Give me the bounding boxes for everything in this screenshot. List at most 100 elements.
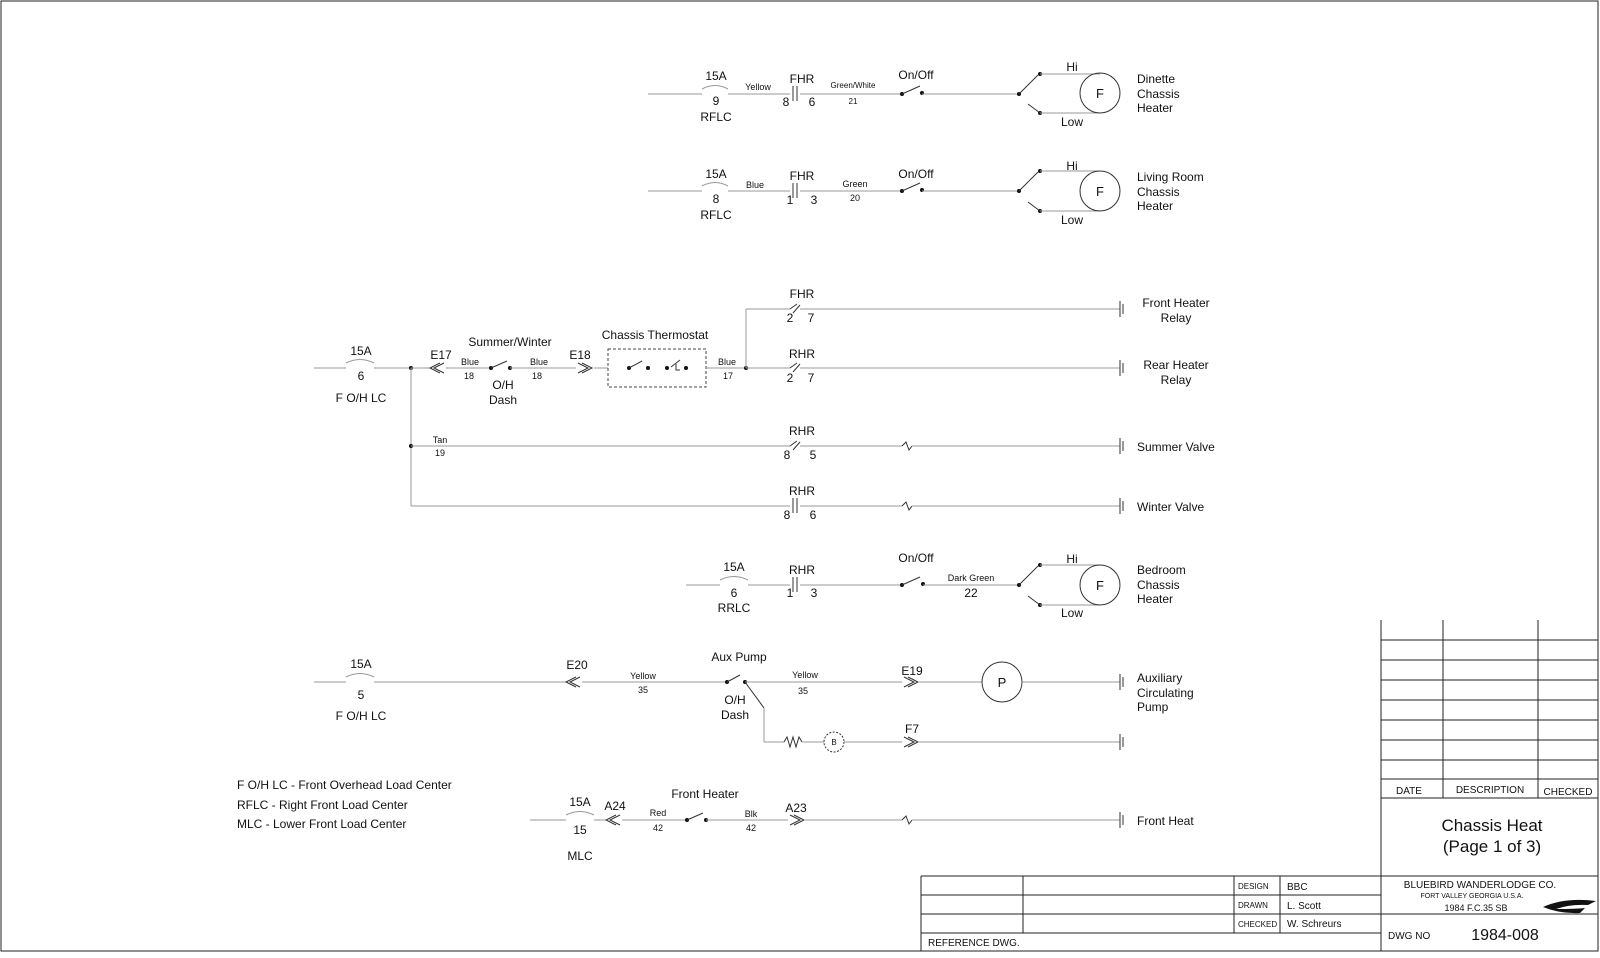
front-heater-switch-title: Front Heater: [671, 787, 738, 801]
winter-relay-name: RHR: [789, 484, 815, 498]
bedroom-load-line2: Chassis: [1137, 578, 1180, 592]
living-room-circuit: 15A 8 RFLC Blue FHR 1 3 Green 20 On/Off …: [648, 159, 1204, 227]
thermo-breaker-number: 6: [358, 369, 365, 383]
living-wire2-number: 20: [850, 193, 860, 203]
aux-pump-motor: P: [998, 675, 1007, 690]
aux-wire-a-color: Yellow: [630, 671, 656, 681]
aux-switch-loc2: Dash: [721, 708, 749, 722]
aux-wire-a-number: 35: [638, 685, 648, 695]
front-breaker-rating: 15A: [569, 795, 590, 809]
drawn-label: DRAWN: [1238, 901, 1268, 910]
bedroom-relay-name: RHR: [789, 563, 815, 577]
dinette-load-line2: Chassis: [1137, 87, 1180, 101]
bedroom-breaker-rating: 15A: [723, 560, 744, 574]
drawing-page: (Page 1 of 3): [1443, 837, 1541, 856]
design-value: BBC: [1287, 882, 1308, 893]
bedroom-wire-number: 22: [964, 586, 978, 600]
aux-breaker-rating: 15A: [350, 657, 371, 671]
rear-heater-relay-line1: Rear Heater: [1143, 358, 1208, 372]
dinette-breaker-number: 9: [713, 94, 720, 108]
aux-pump-switch-title: Aux Pump: [711, 650, 767, 664]
aux-switch-loc1: O/H: [724, 693, 745, 707]
living-load-line3: Heater: [1137, 199, 1173, 213]
living-breaker-panel: RFLC: [700, 208, 732, 222]
dinette-wire2-number: 21: [849, 97, 858, 106]
summer-relay-right: 5: [810, 448, 817, 462]
living-breaker-rating: 15A: [705, 167, 726, 181]
thermo-wire-b-number: 18: [532, 371, 542, 381]
thermo-wire-a-color: Blue: [461, 357, 479, 367]
winter-relay-right: 6: [810, 508, 817, 522]
dinette-relay-name: FHR: [790, 72, 815, 86]
dinette-breaker-panel: RFLC: [700, 110, 732, 124]
summer-wire-number: 19: [435, 448, 445, 458]
rear-heater-relay-line2: Relay: [1161, 373, 1192, 387]
title-block: Chassis Heat (Page 1 of 3) DESIGN BBC DR…: [920, 816, 1598, 951]
aux-load-line2: Circulating: [1137, 686, 1194, 700]
dinette-relay-left: 8: [783, 95, 790, 109]
reference-dwg-label: REFERENCE DWG.: [928, 938, 1020, 949]
dinette-load-line1: Dinette: [1137, 72, 1175, 86]
living-load-line1: Living Room: [1137, 170, 1204, 184]
bedroom-fan-motor: F: [1096, 578, 1104, 593]
aux-breaker-number: 5: [358, 688, 365, 702]
living-wire1-color: Blue: [746, 180, 764, 190]
rev-description-header: DESCRIPTION: [1456, 785, 1524, 796]
summer-wire-color: Tan: [433, 435, 448, 445]
bedroom-hi-label: Hi: [1066, 552, 1077, 566]
bedroom-circuit: 15A 6 RRLC RHR 1 3 On/Off Dark Green 22 …: [686, 551, 1186, 620]
dwg-no-label: DWG NO: [1388, 931, 1430, 942]
front-wire-b-number: 42: [746, 823, 756, 833]
coach-model: 1984 F.C.35 SB: [1444, 903, 1507, 913]
dinette-hi-label: Hi: [1066, 60, 1077, 74]
bedroom-load-line3: Heater: [1137, 592, 1173, 606]
checked-value: W. Schreurs: [1287, 919, 1341, 930]
bedroom-relay-left: 1: [787, 586, 794, 600]
summer-relay-name: RHR: [789, 424, 815, 438]
thermo-wire-c-number: 17: [723, 371, 733, 381]
fhr-relay-right: 7: [808, 311, 815, 325]
front-wire-b-color: Blk: [745, 809, 758, 819]
bedroom-breaker-number: 6: [731, 586, 738, 600]
living-relay-name: FHR: [790, 169, 815, 183]
living-relay-right: 3: [811, 193, 818, 207]
fhr-relay-name: FHR: [790, 287, 815, 301]
aux-e20: E20: [566, 658, 588, 672]
living-load-line2: Chassis: [1137, 185, 1180, 199]
summer-valve-label: Summer Valve: [1137, 440, 1215, 454]
bedroom-switch-label: On/Off: [898, 551, 934, 565]
dinette-circuit: 15A 9 RFLC Yellow FHR 8 6 Green/White 21…: [648, 60, 1180, 129]
thermo-breaker-panel: F O/H LC: [336, 391, 387, 405]
living-relay-left: 1: [787, 193, 794, 207]
aux-load-line1: Auxiliary: [1137, 671, 1182, 685]
living-fan-motor: F: [1096, 184, 1104, 199]
bedroom-wire-color: Dark Green: [948, 573, 995, 583]
summer-winter-switch-title: Summer/Winter: [468, 335, 551, 349]
company-location: FORT VALLEY GEORGIA U.S.A.: [1421, 893, 1524, 900]
bedroom-breaker-panel: RRLC: [718, 601, 751, 615]
front-heater-relay-line2: Relay: [1161, 311, 1192, 325]
living-wire2-color: Green: [842, 179, 867, 189]
thermo-wire-a-number: 18: [464, 371, 474, 381]
revision-block: DATE DESCRIPTION CHECKED: [1380, 620, 1598, 876]
checked-label: CHECKED: [1238, 920, 1277, 929]
summer-relay-left: 8: [784, 448, 791, 462]
front-heat-label: Front Heat: [1137, 814, 1194, 828]
winter-relay-left: 8: [784, 508, 791, 522]
rev-checked-header: CHECKED: [1544, 787, 1593, 798]
living-switch-label: On/Off: [898, 167, 934, 181]
aux-f7: F7: [905, 722, 919, 736]
thermostat-circuit: 15A 6 F O/H LC E17 Blue 18 Summer/Winter…: [314, 287, 1210, 407]
aux-load-line3: Pump: [1137, 700, 1169, 714]
dinette-wire2-color: Green/White: [831, 81, 876, 90]
front-a24: A24: [604, 799, 626, 813]
summer-valve-circuit: Tan 19 RHR 8 5 Summer Valve: [409, 368, 1215, 506]
legend-item: F O/H LC - Front Overhead Load Center: [237, 778, 452, 792]
bluebird-logo: [1543, 899, 1596, 914]
legend: F O/H LC - Front Overhead Load Center RF…: [237, 778, 452, 831]
dinette-breaker-rating: 15A: [705, 69, 726, 83]
dwg-no-value: 1984-008: [1471, 927, 1539, 944]
front-heater-relay-line1: Front Heater: [1142, 296, 1209, 310]
